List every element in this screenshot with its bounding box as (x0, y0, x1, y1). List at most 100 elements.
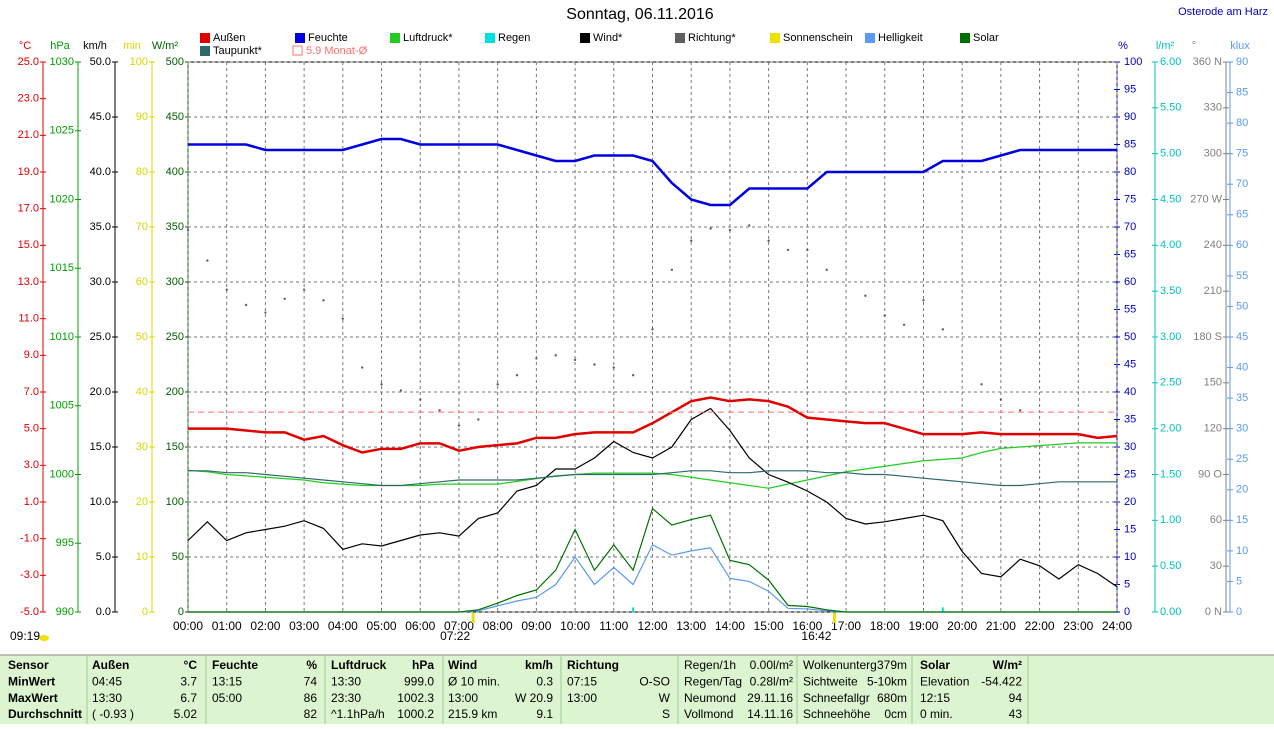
y-tick-label: 25 (1236, 453, 1248, 465)
axis-unit: klux (1230, 40, 1250, 52)
legend-label: Helligkeit (878, 32, 923, 44)
y-tick-label: 25.0 (90, 331, 111, 343)
direction-dot (438, 409, 441, 412)
y-tick-label: 65 (1124, 248, 1136, 260)
table-cell: Sichtweite (803, 674, 858, 688)
direction-dot (748, 224, 751, 227)
y-tick-label: 1015 (50, 262, 74, 274)
direction-dot (825, 268, 828, 271)
direction-dot (670, 268, 674, 271)
axis-unit: l/m² (1156, 40, 1175, 52)
y-tick-label: 20 (136, 496, 148, 508)
y-tick-label: 10.0 (90, 496, 111, 508)
legend-swatch (675, 33, 685, 43)
legend-swatch (295, 33, 305, 43)
legend-label: Wind* (593, 32, 623, 44)
table-cell: 04:45 (92, 674, 122, 688)
y-tick-label: 80 (1124, 166, 1136, 178)
direction-dot (554, 354, 557, 357)
table-cell: Wolkenunterg (803, 658, 877, 672)
y-tick-label: -5.0 (20, 606, 39, 618)
sunshine-duration: 09:19 (10, 629, 40, 643)
table-cell: 23:30 (331, 691, 361, 705)
table-cell: Solar (920, 658, 950, 672)
y-tick-label: 19.0 (18, 166, 39, 178)
direction-dot (999, 398, 1003, 401)
legend-swatch (770, 33, 780, 43)
y-tick-label: 1010 (50, 331, 74, 343)
direction-dot (864, 294, 867, 297)
y-tick-label: 90 (136, 111, 148, 123)
y-tick-label: 80 (1236, 117, 1248, 129)
y-tick-label: 100 (166, 496, 184, 508)
x-tick-label: 22:00 (1025, 619, 1055, 633)
x-tick-label: 23:00 (1063, 619, 1093, 633)
table-cell: W/m² (993, 658, 1022, 672)
y-tick-label: 150 (1204, 377, 1222, 389)
axis-unit: ° (1192, 40, 1196, 52)
y-tick-label: 15 (1124, 523, 1136, 535)
table-cell: ( -0.93 ) (92, 707, 134, 721)
table-cell: 94 (1009, 691, 1023, 705)
direction-dot (496, 383, 499, 386)
table-cell: S (662, 707, 670, 721)
y-tick-label: 300 (1204, 148, 1222, 160)
y-tick-label: 200 (166, 386, 184, 398)
y-tick-label: 180 S (1193, 331, 1222, 343)
y-tick-label: 5 (1124, 578, 1130, 590)
table-cell: 0.3 (536, 674, 553, 688)
direction-dot (1019, 409, 1022, 412)
y-tick-label: 11.0 (18, 313, 39, 325)
table-cell: 0.28l/m² (750, 674, 793, 688)
table-cell: 05:00 (212, 691, 242, 705)
y-tick-label: 50 (136, 331, 148, 343)
y-tick-label: 1.00 (1160, 514, 1181, 526)
y-tick-label: 0 (178, 606, 184, 618)
y-tick-label: 25.0 (18, 56, 39, 68)
sun-time: 16:42 (801, 629, 831, 643)
rain-bar (941, 607, 944, 612)
y-tick-label: 35.0 (90, 221, 111, 233)
x-tick-label: 21:00 (986, 619, 1016, 633)
table-cell: 0.00l/m² (750, 658, 793, 672)
axis-unit: W/m² (152, 40, 179, 52)
direction-dot (980, 383, 983, 386)
y-tick-label: 1020 (50, 193, 74, 205)
table-cell: 82 (304, 707, 318, 721)
x-tick-label: 10:00 (560, 619, 590, 633)
legend-label: Taupunkt* (213, 45, 263, 57)
direction-dot (244, 303, 248, 307)
x-tick-label: 01:00 (212, 619, 242, 633)
x-tick-label: 20:00 (947, 619, 977, 633)
y-tick-label: 75 (1236, 148, 1248, 160)
table-cell: 13:30 (331, 674, 361, 688)
table-cell: 999.0 (404, 674, 434, 688)
y-tick-label: 360 N (1193, 56, 1222, 68)
direction-dot (728, 228, 732, 232)
direction-dot (283, 297, 286, 301)
y-tick-label: -3.0 (20, 569, 39, 581)
series-line (188, 396, 1118, 454)
legend-label: Luftdruck* (403, 32, 453, 44)
y-tick-label: 50 (1124, 331, 1136, 343)
table-cell: 12:15 (920, 691, 950, 705)
rain-bar (632, 607, 635, 612)
table-cell: % (306, 658, 317, 672)
legend-swatch (200, 46, 210, 56)
table-cell: O-SO (639, 674, 670, 688)
y-tick-label: 75 (1124, 193, 1136, 205)
table-cell: 215.9 km (448, 707, 497, 721)
direction-dot (341, 317, 345, 320)
direction-dot (786, 248, 790, 252)
y-tick-label: 5.00 (1160, 148, 1181, 160)
direction-dot (186, 228, 190, 232)
y-tick-label: 270 W (1190, 193, 1222, 205)
table-cell: -54.422 (981, 674, 1022, 688)
y-tick-label: 3.0 (24, 459, 39, 471)
table-cell: Schneehöhe (803, 707, 871, 721)
legend-swatch (485, 33, 495, 43)
table-cell: Luftdruck (331, 658, 387, 672)
x-tick-label: 05:00 (367, 619, 397, 633)
y-tick-label: 23.0 (18, 93, 39, 105)
